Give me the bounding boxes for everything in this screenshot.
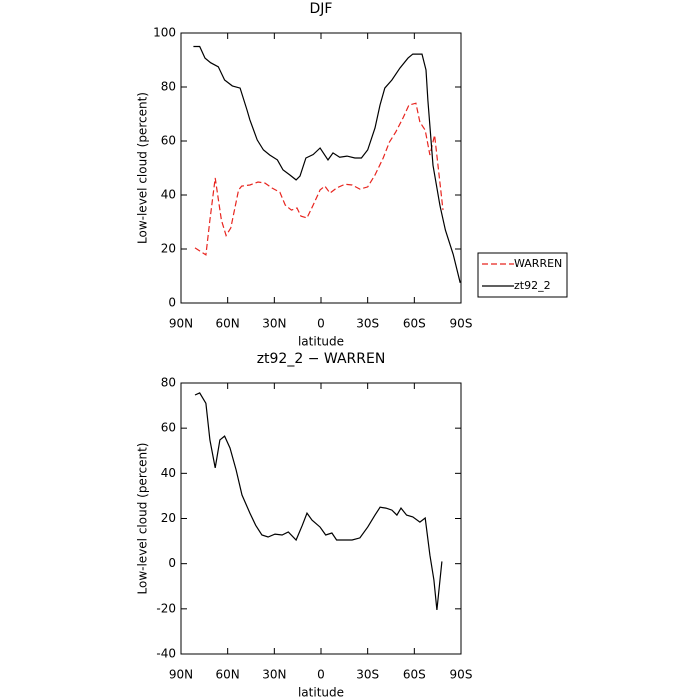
legend-label: WARREN [514,257,562,270]
y-tick-label: 80 [161,376,176,390]
data-line [194,392,443,611]
y-tick-label: 0 [168,556,176,570]
legend-label: zt92_2 [514,279,551,292]
data-line [193,45,461,283]
x-tick-label: 90S [450,668,473,682]
y-tick-label: 60 [161,421,176,435]
x-axis-label: latitude [298,686,344,700]
y-tick-label: 40 [161,466,176,480]
y-tick-label: 20 [161,242,176,256]
x-tick-label: 30S [356,317,379,331]
x-tick-label: 60N [216,317,240,331]
y-tick-label: 20 [161,511,176,525]
y-tick-label: 0 [168,296,176,310]
y-tick-label: 60 [161,134,176,148]
x-tick-label: 60S [403,668,426,682]
x-tick-label: 90N [169,317,193,331]
y-tick-label: -40 [156,647,176,661]
x-tick-label: 0 [317,317,325,331]
y-tick-label: 100 [153,26,176,40]
y-tick-label: 80 [161,80,176,94]
x-tick-label: 30N [262,668,286,682]
chart-title: DJF [310,1,333,17]
y-tick-label: -20 [156,601,176,615]
plot-frame [180,382,462,655]
plot-frame [180,32,462,304]
x-axis-label: latitude [298,335,344,349]
x-tick-label: 30S [356,668,379,682]
legend-box [477,252,568,298]
y-axis-label: Low-level cloud (percent) [136,92,150,244]
chart-title: zt92_2 − WARREN [257,351,386,367]
y-tick-label: 40 [161,188,176,202]
x-tick-label: 60N [216,668,240,682]
x-tick-label: 90S [450,317,473,331]
x-tick-label: 60S [403,317,426,331]
y-axis-label: Low-level cloud (percent) [136,443,150,595]
x-tick-label: 90N [169,668,193,682]
x-tick-label: 0 [317,668,325,682]
x-tick-label: 30N [262,317,286,331]
data-line [194,102,444,256]
